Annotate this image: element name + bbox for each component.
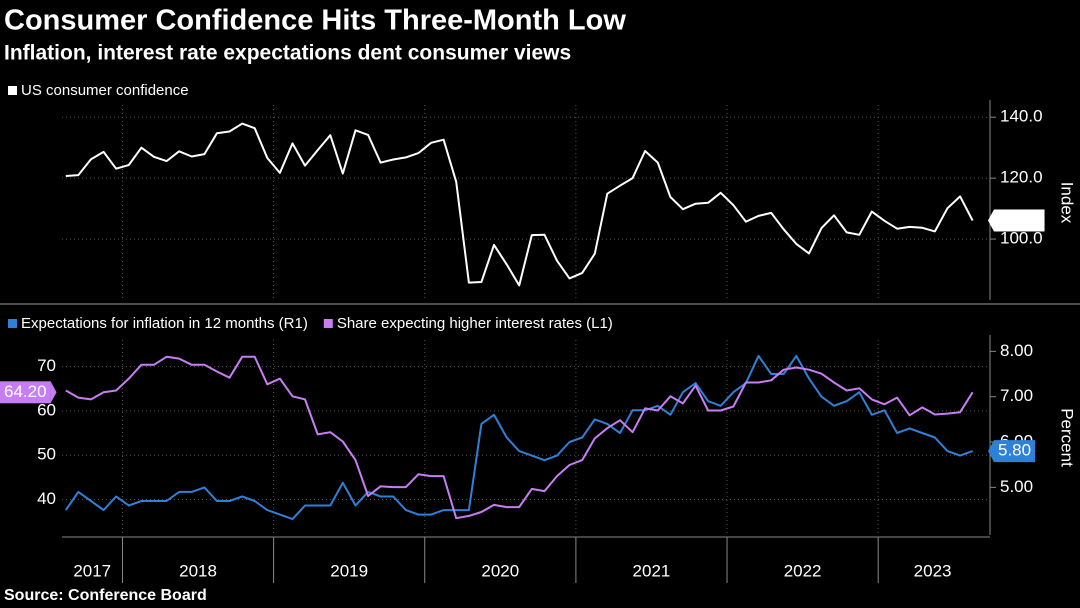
y2-tick-label: 7.00	[1000, 386, 1033, 405]
y-tick-label: 100.0	[1000, 229, 1043, 248]
last-value-pointer	[50, 381, 57, 404]
source: Source: Conference Board	[4, 587, 207, 604]
y-tick-label: 140.0	[1000, 107, 1043, 126]
legend-label: Expectations for inflation in 12 months …	[21, 315, 308, 332]
x-tick-label: 2022	[784, 561, 822, 580]
x-tick-label: 2020	[481, 561, 519, 580]
series-line	[65, 122, 974, 287]
last-value-label: 64.20	[4, 382, 47, 401]
y-tick-label: 50	[37, 445, 56, 464]
last-value-box	[0, 381, 51, 404]
chart-title: Consumer Confidence Hits Three-Month Low	[4, 5, 626, 37]
x-tick-label: 2017	[73, 561, 111, 580]
x-tick-label: 2018	[179, 561, 217, 580]
chart-subtitle: Inflation, interest rate expectations de…	[4, 42, 571, 65]
series-line	[65, 355, 974, 520]
x-tick-label: 2021	[633, 561, 671, 580]
y2-tick-label: 5.00	[1000, 477, 1033, 496]
last-value-label: 106.1	[998, 210, 1041, 229]
legend-swatch	[8, 319, 17, 328]
legend-swatch	[323, 319, 333, 328]
last-value-pointer	[988, 440, 994, 463]
legend-swatch	[8, 86, 17, 95]
y-axis-title: Index	[1058, 182, 1077, 224]
last-value-label: 5.80	[998, 441, 1031, 460]
legend-label: Share expecting higher interest rates (L…	[337, 315, 613, 332]
series-line	[64, 354, 973, 521]
last-value-box	[994, 440, 1036, 463]
y-tick-label: 70	[37, 356, 56, 375]
legend-label: US consumer confidence	[21, 82, 189, 99]
x-tick-label: 2023	[914, 561, 952, 580]
y-tick-label: 40	[37, 489, 56, 508]
y-tick-label: 120.0	[1000, 168, 1043, 187]
y-tick-label: 60	[37, 400, 56, 419]
y2-tick-label: 8.00	[1000, 341, 1033, 360]
x-tick-label: 2019	[330, 561, 368, 580]
last-value-pointer	[988, 209, 994, 232]
last-value-box	[994, 209, 1045, 232]
y2-axis-title: Percent	[1058, 408, 1077, 467]
